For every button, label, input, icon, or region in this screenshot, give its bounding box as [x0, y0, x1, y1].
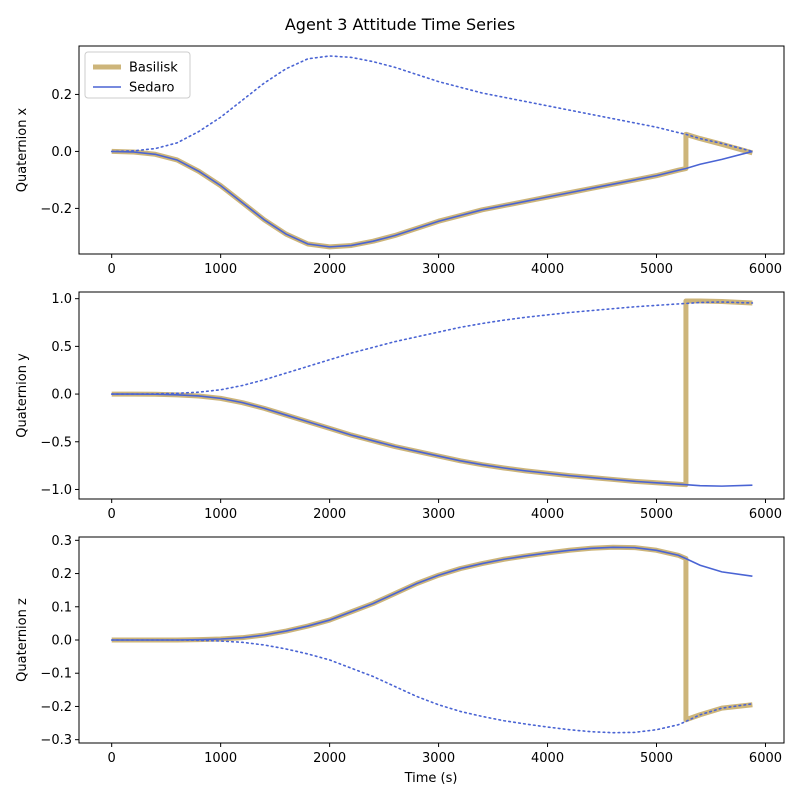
axes-frame-x: [78, 45, 785, 255]
legend-label-basilisk: Basilisk: [129, 61, 178, 76]
y-tick-label-y: 1.0: [51, 292, 72, 307]
y-tick-label-z: −0.1: [40, 667, 72, 682]
x-tick-label-y: 4000: [531, 507, 564, 522]
y-tick-label-x: −0.2: [40, 202, 72, 217]
y-tick-label-y: −0.5: [40, 435, 72, 450]
x-tick-label-z: 4000: [531, 751, 564, 766]
x-tick-label-z: 5000: [640, 751, 673, 766]
x-tick-label-z: 2000: [313, 751, 346, 766]
series-line-basilisk-y: [111, 298, 753, 488]
series-line-sedaro-solid-z: [111, 546, 753, 641]
x-tick-label-z: 3000: [422, 751, 455, 766]
y-axis-label-y: Quaternion y: [15, 353, 30, 438]
series-line-basilisk-z: [111, 544, 753, 723]
y-tick-label-z: 0.2: [51, 567, 72, 582]
x-tick-label-x: 5000: [640, 262, 673, 277]
y-tick-label-z: 0.3: [51, 534, 72, 549]
y-tick-label-x: 0.2: [51, 88, 72, 103]
x-tick-label-y: 2000: [313, 507, 346, 522]
series-line-sedaro-solid-x: [111, 150, 753, 248]
x-tick-label-y: 3000: [422, 507, 455, 522]
panel-y: 0 1000 2000 3000 4000 5000 6000 −1.0 −0.5 0.0 0.5 1…: [15, 291, 785, 522]
panels-group: 0 1000 2000 3000 4000 5000 6000 −0.2 0.0 0.2 Quate…: [15, 45, 785, 766]
series-line-sedaro-dotted-x: [110, 55, 754, 153]
y-tick-label-z: −0.3: [40, 733, 72, 748]
x-tick-label-y: 6000: [749, 507, 782, 522]
legend-label-sedaro: Sedaro: [129, 81, 175, 96]
x-tick-label-z: 0: [108, 751, 116, 766]
y-tick-label-z: 0.0: [51, 634, 72, 649]
series-line-basilisk-x: [111, 131, 754, 250]
x-tick-label-z: 1000: [204, 751, 237, 766]
x-tick-label-y: 5000: [640, 507, 673, 522]
x-tick-label-x: 2000: [313, 262, 346, 277]
x-tick-label-x: 4000: [531, 262, 564, 277]
x-tick-label-y: 0: [108, 507, 116, 522]
y-tick-label-y: −1.0: [40, 483, 72, 498]
y-tick-label-y: 0.0: [51, 388, 72, 403]
x-tick-label-x: 6000: [749, 262, 782, 277]
axes-frame-y: [78, 291, 785, 500]
y-tick-label-z: −0.2: [40, 700, 72, 715]
x-tick-label-x: 0: [108, 262, 116, 277]
legend: Basilisk Sedaro: [84, 51, 191, 99]
y-axis-label-z: Quaternion z: [15, 598, 30, 682]
x-tick-label-x: 3000: [422, 262, 455, 277]
y-tick-label-y: 0.5: [51, 340, 72, 355]
y-tick-label-x: 0.0: [51, 145, 72, 160]
x-axis-label: Time (s): [404, 771, 458, 786]
y-axis-label-x: Quaternion x: [15, 107, 30, 192]
x-tick-label-x: 1000: [204, 262, 237, 277]
y-tick-label-z: 0.1: [51, 600, 72, 615]
figure-title: Agent 3 Attitude Time Series: [285, 15, 515, 34]
series-line-sedaro-solid-y: [111, 393, 753, 487]
panel-x: 0 1000 2000 3000 4000 5000 6000 −0.2 0.0 0.2 Quate…: [15, 45, 785, 277]
panel-z: 0 1000 2000 3000 4000 5000 6000 −0.3 −0.2 −0.1 0.0…: [15, 534, 785, 766]
series-line-sedaro-dotted-z: [110, 639, 754, 734]
series-line-sedaro-dotted-y: [110, 301, 754, 395]
x-tick-label-y: 1000: [204, 507, 237, 522]
x-tick-label-z: 6000: [749, 751, 782, 766]
